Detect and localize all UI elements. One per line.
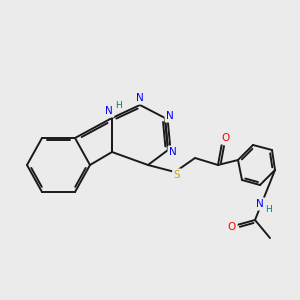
Text: N: N <box>136 93 144 103</box>
Text: N: N <box>256 199 264 209</box>
Text: S: S <box>174 170 180 180</box>
Text: N: N <box>166 111 174 121</box>
Text: N: N <box>169 147 177 157</box>
Text: H: H <box>266 205 272 214</box>
Text: O: O <box>228 222 236 232</box>
Text: O: O <box>221 133 229 143</box>
Text: N: N <box>105 106 113 116</box>
Text: H: H <box>115 101 122 110</box>
